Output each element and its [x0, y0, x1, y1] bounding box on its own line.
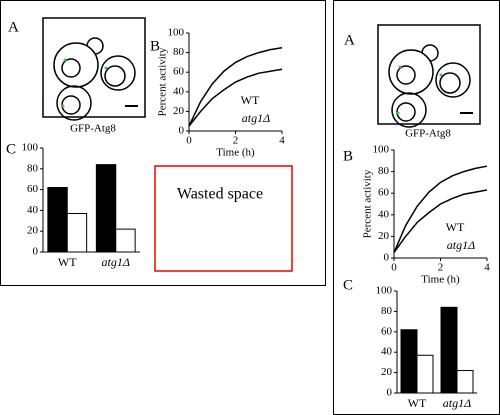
x-tick-label: 4 — [484, 262, 490, 274]
series-label: atg1Δ — [242, 111, 270, 125]
y-tick-label: 100 — [168, 27, 185, 39]
y-tick-label: 20 — [378, 230, 390, 242]
x-tick-label: 2 — [438, 262, 444, 274]
bar — [115, 228, 136, 253]
left-frame — [0, 0, 326, 286]
y-axis-label: Percent activity — [362, 169, 374, 238]
bar — [95, 164, 117, 253]
y-tick-label: 40 — [381, 346, 393, 358]
series-label: atg1Δ — [447, 238, 475, 252]
y-tick-label: 0 — [384, 252, 390, 264]
x-tick-label: 4 — [279, 135, 285, 147]
y-tick-label: 60 — [378, 187, 390, 199]
y-tick-label: 60 — [173, 66, 185, 78]
y-tick-label: 80 — [27, 162, 39, 174]
micrograph — [42, 17, 146, 121]
line — [188, 68, 283, 127]
panel-label: C — [343, 277, 353, 293]
y-tick-label: 40 — [378, 208, 390, 220]
x-tick-label: 0 — [391, 262, 397, 274]
y-tick-label: 80 — [173, 46, 185, 58]
x-tick-label: atg1Δ — [102, 255, 130, 269]
y-tick-label: 100 — [22, 142, 39, 154]
y-tick-label: 0 — [387, 387, 393, 399]
panel-label: B — [150, 38, 160, 54]
y-tick-label: 80 — [381, 305, 393, 317]
panel-label: A — [8, 19, 19, 35]
y-tick-label: 20 — [27, 225, 39, 237]
micrograph-label: GFP-Atg8 — [405, 128, 451, 140]
wasted-box — [154, 165, 293, 272]
x-tick-label: 0 — [186, 135, 192, 147]
line — [393, 189, 488, 254]
panel-label: B — [343, 148, 353, 164]
bar — [416, 354, 434, 394]
y-tick-label: 20 — [173, 105, 185, 117]
series-label: WT — [241, 93, 260, 107]
y-axis-label: Percent activity — [157, 47, 169, 116]
bar — [440, 306, 458, 394]
bar — [400, 329, 418, 394]
bar — [47, 187, 68, 253]
micrograph-label: GFP-Atg8 — [70, 123, 116, 135]
x-tick-label: 2 — [233, 135, 239, 147]
bar — [456, 370, 474, 394]
x-tick-label: WT — [408, 396, 427, 410]
y-tick-label: 0 — [33, 246, 39, 258]
x-tick-label: atg1Δ — [443, 396, 471, 410]
x-tick-label: WT — [58, 255, 77, 269]
y-tick-label: 100 — [373, 144, 390, 156]
y-tick-label: 40 — [173, 85, 185, 97]
wasted-text: Wasted space — [177, 186, 263, 203]
micrograph — [377, 24, 481, 128]
panel-label: A — [344, 32, 355, 48]
line — [188, 46, 283, 127]
y-tick-label: 80 — [378, 165, 390, 177]
x-axis-label: Time (h) — [216, 147, 255, 159]
bar — [66, 213, 88, 253]
y-tick-label: 60 — [27, 183, 39, 195]
y-tick-label: 100 — [376, 285, 393, 297]
line — [393, 165, 488, 253]
y-tick-label: 20 — [381, 366, 393, 378]
y-tick-label: 40 — [27, 204, 39, 216]
y-tick-label: 60 — [381, 325, 393, 337]
x-axis-label: Time (h) — [421, 274, 460, 286]
y-tick-label: 0 — [179, 125, 185, 137]
panel-label: C — [6, 141, 16, 157]
series-label: WT — [446, 220, 465, 234]
